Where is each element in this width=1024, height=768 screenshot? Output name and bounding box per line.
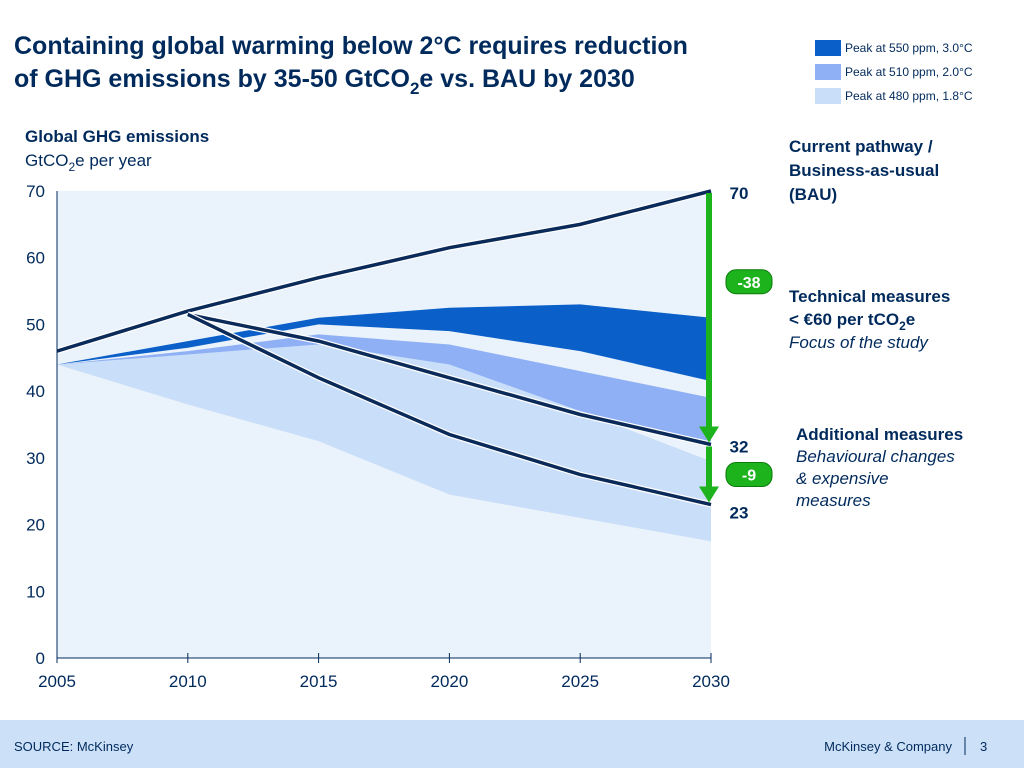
- arrow-head: [699, 486, 719, 503]
- page-number: 3: [980, 739, 987, 754]
- y-tick-label: 20: [26, 516, 45, 535]
- reduction-label: -38: [737, 275, 760, 292]
- y-tick-label: 70: [26, 182, 45, 201]
- legend-label: Peak at 550 ppm, 3.0°C: [845, 41, 973, 55]
- band: [57, 304, 711, 382]
- annotation: Focus of the study: [789, 333, 929, 352]
- legend-swatch: [815, 64, 841, 80]
- title-sub: 2: [410, 79, 419, 98]
- y-axis-title: Global GHG emissions: [25, 127, 209, 146]
- y-tick-label: 30: [26, 449, 45, 468]
- footer: [0, 720, 1024, 768]
- annotation: Technical measures: [789, 287, 950, 306]
- end-label: 32: [730, 438, 749, 457]
- end-label: 70: [730, 184, 749, 203]
- y-tick-label: 0: [36, 649, 45, 668]
- x-tick-label: 2010: [169, 672, 207, 691]
- legend-label: Peak at 510 ppm, 2.0°C: [845, 65, 973, 79]
- line: [56, 189, 712, 353]
- unit-text: GtCO: [25, 151, 68, 170]
- x-tick-label: 2015: [300, 672, 338, 691]
- annotation-sub: 2: [899, 319, 906, 333]
- y-axis-unit: GtCO2e per year: [25, 151, 152, 174]
- unit-sub: 2: [68, 160, 75, 174]
- x-tick-label: 2020: [430, 672, 468, 691]
- legend-label: Peak at 480 ppm, 1.8°C: [845, 89, 973, 103]
- annotation: Business-as-usual: [789, 161, 939, 180]
- company: McKinsey & Company: [824, 739, 952, 754]
- line: [187, 312, 712, 507]
- reduction-badge: [725, 462, 773, 488]
- arrow-head: [699, 426, 719, 443]
- x-tick-label: 2025: [561, 672, 599, 691]
- y-tick-label: 10: [26, 582, 45, 601]
- end-label: 23: [730, 504, 749, 523]
- annotation: < €60 per tCO2e: [789, 310, 915, 333]
- legend-swatch: [815, 40, 841, 56]
- annotation: & expensive: [796, 469, 889, 488]
- line: [187, 312, 712, 447]
- legend-swatch: [815, 88, 841, 104]
- annotation: measures: [796, 491, 871, 510]
- annotation: Additional measures: [796, 425, 963, 444]
- unit-text: e per year: [75, 151, 152, 170]
- reduction-label: -9: [742, 468, 756, 485]
- annotation-text: e: [906, 310, 915, 329]
- x-tick-label: 2005: [38, 672, 76, 691]
- band: [57, 334, 711, 445]
- annotation: Behavioural changes: [796, 447, 955, 466]
- annotation: (BAU): [789, 185, 837, 204]
- source: SOURCE: McKinsey: [14, 739, 134, 754]
- reduction-badge: [725, 269, 773, 295]
- y-tick-label: 60: [26, 249, 45, 268]
- annotation-text: < €60 per tCO: [789, 310, 899, 329]
- y-tick-label: 40: [26, 382, 45, 401]
- title-text: e vs. BAU by 2030: [419, 65, 634, 93]
- title-line: Containing global warming below 2°C requ…: [14, 32, 688, 60]
- band: [57, 344, 711, 542]
- annotation: Current pathway /: [789, 137, 933, 156]
- x-tick-label: 2030: [692, 672, 730, 691]
- title-text: of GHG emissions by 35-50 GtCO: [14, 65, 410, 93]
- title-line: of GHG emissions by 35-50 GtCO2e vs. BAU…: [14, 65, 635, 98]
- y-tick-label: 50: [26, 315, 45, 334]
